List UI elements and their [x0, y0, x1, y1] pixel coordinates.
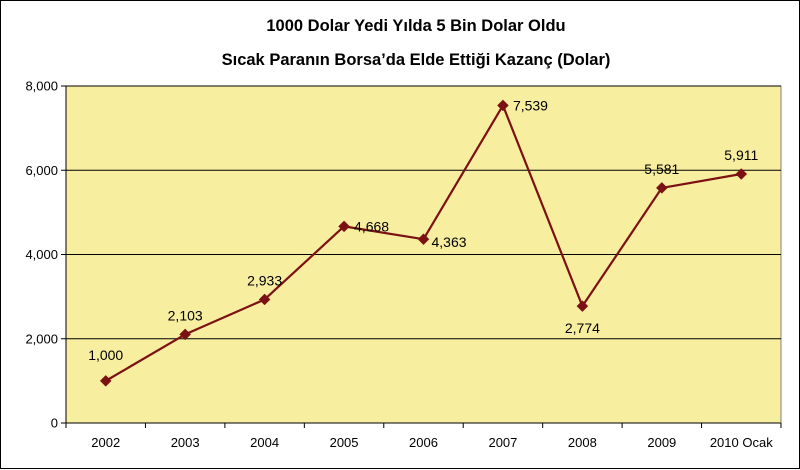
- chart-title: 1000 Dolar Yedi Yılda 5 Bin Dolar Oldu: [266, 17, 565, 35]
- data-point-marker: [576, 300, 589, 312]
- data-label: 5,911: [724, 147, 758, 163]
- y-tick-label: 4,000: [25, 247, 58, 262]
- data-label: 2,103: [168, 307, 203, 323]
- x-tick-label: 2004: [250, 435, 279, 450]
- data-label: 4,668: [354, 218, 389, 234]
- data-point-marker: [497, 99, 509, 112]
- data-label: 5,581: [644, 161, 679, 177]
- x-tick-label: 2006: [409, 435, 438, 450]
- data-label: 1,000: [88, 347, 123, 363]
- x-tick-label: 2009: [647, 435, 676, 450]
- y-tick-label: 0: [51, 416, 58, 431]
- data-point-marker: [99, 375, 112, 387]
- axis-layer: 0 2,000 4,000 6,000 8,000 2002 2003 2004 2005 200…: [25, 79, 782, 450]
- data-label: 7,539: [513, 97, 548, 113]
- y-tick-label: 8,000: [25, 79, 58, 94]
- x-tick-label: 2010 Ocak: [710, 435, 773, 450]
- chart-subtitle: Sıcak Paranın Borsa’da Elde Ettiği Kazan…: [222, 51, 611, 69]
- x-tick-label: 2007: [488, 435, 517, 450]
- x-tick-label: 2005: [330, 435, 359, 450]
- x-tick-label: 2008: [568, 435, 597, 450]
- data-point-marker: [735, 168, 748, 180]
- data-point-marker: [338, 220, 350, 233]
- data-label: 4,363: [432, 234, 467, 250]
- data-label: 2,933: [247, 272, 282, 288]
- data-point-marker: [655, 182, 668, 194]
- data-label: 2,774: [565, 320, 600, 336]
- data-point-marker: [179, 328, 192, 341]
- label-layer: 1,000 2,103 2,933 4,668 4,363 7,539 2,774 5,581…: [88, 97, 758, 362]
- x-tick-label: 2002: [91, 435, 120, 450]
- series-layer: [99, 99, 748, 387]
- data-point-marker: [258, 293, 271, 306]
- y-tick-label: 2,000: [25, 331, 58, 346]
- x-tick-label: 2003: [171, 435, 200, 450]
- data-point-marker: [417, 233, 430, 246]
- y-tick-label: 6,000: [25, 163, 58, 178]
